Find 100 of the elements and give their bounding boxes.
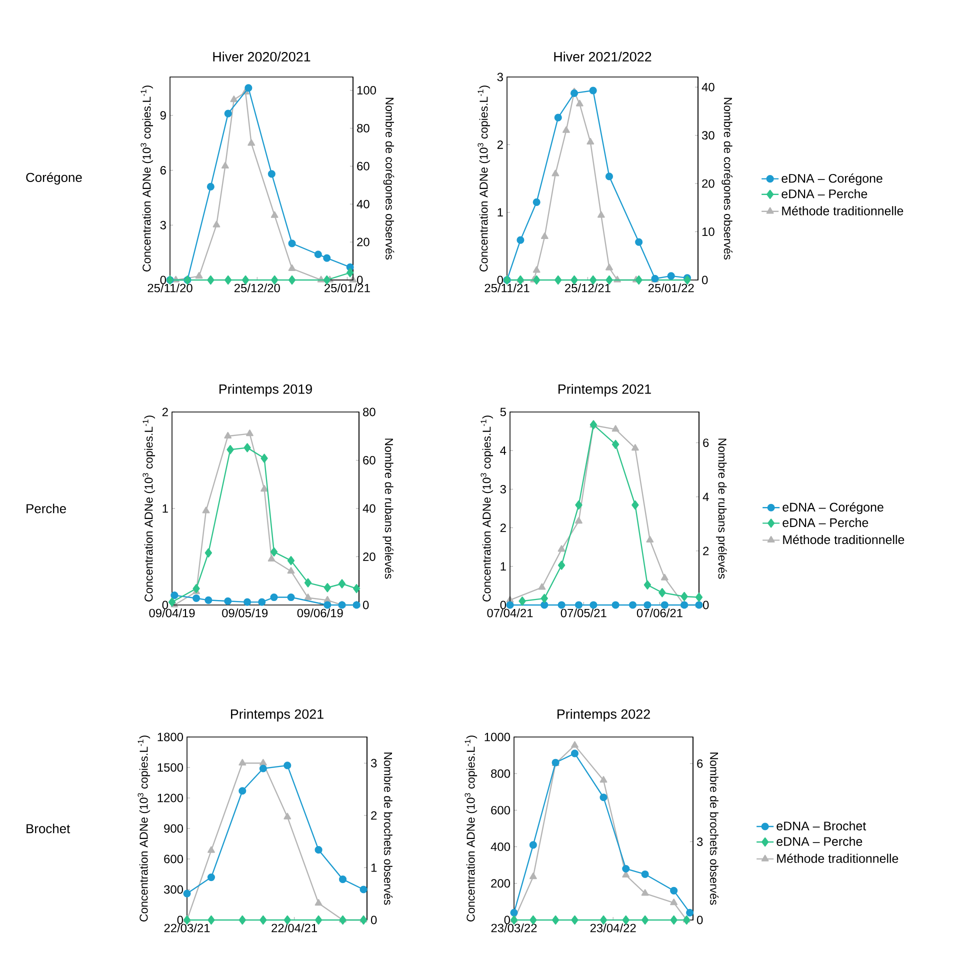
y-tick-label: 9 [160, 111, 166, 120]
y2-axis-title: Nombre de brochets observés [384, 752, 393, 905]
x-tick-label: 22/03/21 [164, 924, 210, 932]
x-tick-label: 09/05/19 [222, 608, 268, 618]
y2-axis-title: Nombre de corégones observés [722, 98, 732, 260]
y2-axis-title: Nombre de rubans prélevés [382, 438, 394, 579]
y2-tick-label: 20 [363, 552, 376, 561]
y2-tick-label: 80 [357, 124, 370, 132]
y-axis-title: Concentration ADNe (10$^{3}$ copies.L$^{-1}$) [142, 416, 155, 602]
legend-label: Méthode traditionnelle [782, 206, 904, 216]
legend-label: eDNA – Corégone [782, 502, 884, 514]
y-axis-title: Concentration ADNe (10$^{3}$ copies.L$^{-1}$) [480, 416, 493, 602]
y2-tick-label: 2 [371, 811, 377, 820]
x-tick-label: 22/04/21 [272, 924, 317, 932]
y-tick-label: 200 [491, 879, 510, 888]
x-tick-label: 07/05/21 [560, 608, 606, 618]
y-tick-label: 1500 [158, 763, 184, 772]
text: Corégone [26, 172, 82, 185]
y2-tick-label: 20 [357, 238, 370, 246]
y2-axis-title: Nombre de rubans prélevés [716, 438, 727, 579]
y-tick-label: 0 [497, 276, 504, 284]
y-tick-label: 800 [491, 769, 510, 778]
legend-label: eDNA – Perche [776, 836, 862, 846]
chart-title: Printemps 2021 [558, 384, 651, 397]
legend-label: eDNA – Perche [782, 518, 868, 528]
legend-label: eDNA – Brochet [776, 821, 866, 830]
y2-tick-label: 60 [363, 456, 376, 464]
y2-axis-title: Nombre de brochets observés [710, 752, 719, 905]
y-tick-label: 1000 [484, 732, 510, 742]
x-tick-label: 07/06/21 [636, 608, 682, 618]
x-tick-label: 25/11/21 [484, 284, 530, 292]
y2-tick-label: 40 [356, 200, 370, 208]
y2-tick-label: 100 [357, 86, 376, 94]
legend-label: eDNA – Corégone [782, 173, 882, 186]
y2-tick-label: 6 [697, 759, 703, 768]
x-tick-label: 25/11/20 [148, 284, 192, 292]
y-tick-label: 3 [500, 484, 506, 494]
y-tick-label: 0 [162, 600, 168, 610]
x-tick-label: 07/04/21 [487, 608, 533, 618]
chart-title: Printemps 2022 [558, 708, 650, 722]
y-tick-label: 0 [504, 916, 510, 924]
y-tick-label: 300 [164, 885, 184, 894]
y2-tick-label: 0 [696, 916, 703, 924]
y2-tick-label: 3 [370, 758, 377, 768]
y-tick-label: 400 [490, 842, 510, 852]
y2-tick-label: 20 [702, 179, 714, 188]
y2-tick-label: 10 [702, 228, 714, 236]
y2-axis-title: Nombre de corégones observés [383, 98, 394, 260]
legend-label: Méthode traditionnelle [777, 854, 898, 863]
y-tick-label: 0 [177, 916, 184, 924]
y-tick-label: 600 [164, 854, 184, 864]
x-tick-label: 25/01/21 [324, 284, 370, 292]
chart-title: Printemps 2019 [220, 384, 312, 397]
text: Perche [26, 504, 66, 514]
y2-tick-label: 2 [703, 546, 709, 556]
x-tick-label: 25/12/21 [565, 284, 610, 292]
legend-label: Méthode traditionnelle [783, 534, 904, 544]
y-tick-label: 5 [500, 408, 506, 416]
y-tick-label: 1 [162, 504, 168, 513]
chart-title: Hiver 2020/2021 [213, 52, 310, 62]
x-tick-label: 23/04/22 [590, 924, 636, 932]
y2-tick-label: 80 [363, 408, 376, 416]
y-tick-label: 3 [160, 220, 166, 230]
y-tick-label: 600 [491, 806, 510, 814]
y-tick-label: 900 [164, 824, 184, 833]
y-tick-label: 1 [498, 208, 503, 216]
y2-tick-label: 60 [357, 162, 370, 170]
y2-tick-label: 0 [702, 276, 708, 284]
y-axis-title: Concentration ADNe (10$^{3}$ copies.L$^{-1}$) [138, 736, 150, 922]
y-axis-title: Concentration ADNe (10$^{3}$ copies.L$^{-1}$) [464, 736, 478, 922]
y2-tick-label: 4 [702, 492, 709, 501]
x-tick-label: 25/12/20 [234, 284, 280, 292]
y2-tick-label: 6 [703, 438, 709, 448]
x-tick-label: 23/03/22 [491, 924, 537, 932]
y-tick-label: 2 [497, 140, 503, 149]
y2-tick-label: 40 [702, 82, 714, 92]
y-tick-label: 1200 [158, 794, 184, 802]
y-tick-label: 1 [500, 562, 506, 570]
y-tick-label: 0 [500, 600, 506, 610]
x-tick-label: 09/06/19 [297, 608, 343, 618]
chart-title: Printemps 2021 [231, 708, 324, 722]
y2-tick-label: 0 [702, 600, 709, 610]
y-tick-label: 0 [160, 276, 166, 284]
y2-tick-label: 3 [696, 838, 703, 846]
y2-tick-label: 30 [702, 131, 714, 140]
y-tick-label: 1800 [158, 732, 184, 742]
y2-tick-label: 40 [362, 504, 376, 513]
y2-tick-label: 0 [362, 600, 369, 610]
y-axis-title: Concentration ADNe (10$^{3}$ copies.L$^{-1}$) [478, 86, 490, 272]
y-tick-label: 2 [162, 408, 168, 416]
y-axis-title: Concentration ADNe (10$^{3}$ copies.L$^{-1}$) [140, 86, 153, 272]
text: Brochet [26, 824, 70, 834]
y2-tick-label: 1 [371, 864, 377, 872]
y-tick-label: 6 [160, 166, 166, 174]
y-tick-label: 2 [500, 524, 506, 532]
x-tick-label: 09/04/19 [149, 608, 195, 618]
chart-title: Hiver 2021/2022 [554, 52, 652, 62]
y-tick-label: 4 [500, 446, 506, 455]
y-tick-label: 3 [497, 72, 503, 82]
x-tick-label: 25/01/22 [648, 284, 694, 292]
